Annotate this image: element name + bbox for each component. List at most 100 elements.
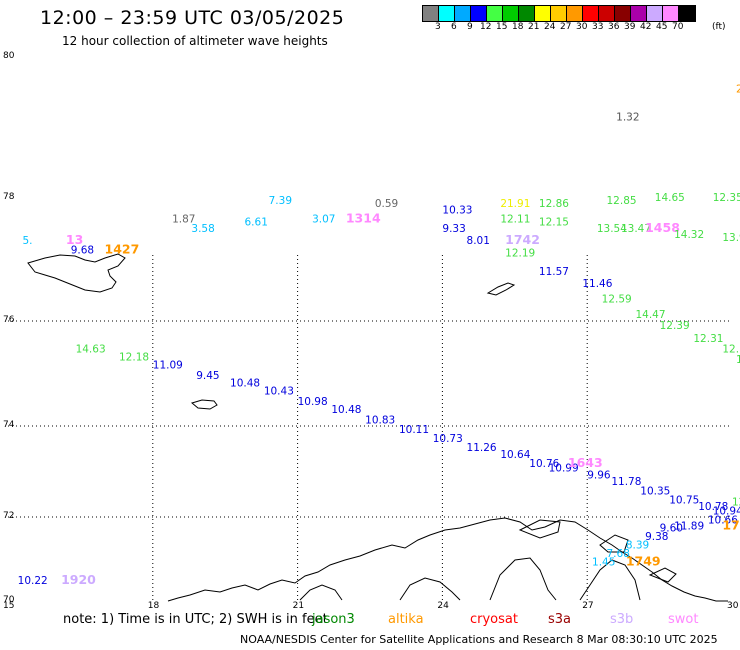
wave-height-reading: 12.18 [119, 351, 149, 363]
wave-height-reading: 6.61 [245, 217, 268, 229]
latitude-label: 80 [3, 51, 15, 61]
norway-fjord-4 [579, 559, 641, 601]
wave-height-reading: 14.47 [635, 309, 665, 321]
wave-height-reading: 13.54 [597, 223, 627, 235]
wave-height-reading: 7.39 [269, 195, 292, 207]
wave-height-reading: 10.66 [708, 514, 738, 526]
wave-height-reading: 8.01 [467, 235, 490, 247]
wave-height-reading: 11.78 [611, 476, 641, 488]
wave-height-reading: 1.87 [172, 214, 195, 226]
wave-height-reading: 10.76 [529, 458, 559, 470]
wave-height-reading: 12.86 [539, 198, 569, 210]
wave-height-reading: 3.58 [191, 223, 214, 235]
wave-height-reading: 10.48 [230, 378, 260, 390]
norway-fjord-2 [399, 577, 461, 601]
norway-coast [167, 517, 728, 602]
wave-height-reading: 10.48 [331, 404, 361, 416]
color-swatch [519, 6, 535, 21]
coastline [27, 253, 728, 602]
wave-height-reading: 1427 [105, 241, 140, 256]
wave-readings: 1.32 28. 7.39 0.59 10.33 21.91 12.86 12.85 14.65… [18, 83, 740, 587]
satellite-legend-s3b: s3b [610, 612, 634, 627]
color-swatch [631, 6, 647, 21]
color-legend-label: 9 [467, 22, 473, 32]
color-legend-label: 39 [624, 22, 636, 32]
wave-height-reading: 1920 [61, 572, 96, 587]
wave-height-reading: 0.59 [375, 198, 398, 210]
longitude-label: 24 [437, 601, 449, 611]
wave-height-reading: 7.68 [607, 548, 630, 560]
wave-height-reading: 9.38 [645, 531, 668, 543]
bear-island [190, 399, 218, 410]
wave-height-reading: 11.09 [153, 359, 183, 371]
color-legend-label: 27 [560, 22, 572, 32]
color-swatch [439, 6, 455, 21]
wave-height-reading: 10.75 [669, 494, 699, 506]
wave-height-reading: 12.59 [602, 294, 632, 306]
grid-lines [8, 255, 732, 601]
wave-height-reading: 1314 [346, 211, 381, 226]
wave-height-reading: 1 [736, 354, 740, 366]
color-swatch [487, 6, 503, 21]
wave-height-reading: 10.43 [264, 386, 294, 398]
longitude-label: 21 [292, 601, 305, 611]
wave-height-reading: 9.68 [71, 244, 94, 256]
wave-height-reading: 8.39 [626, 540, 649, 552]
wave-height-reading: 12.18 [722, 344, 740, 356]
wave-height-reading: 28. [736, 83, 740, 95]
satellite-legend-s3a: s3a [548, 612, 572, 627]
wave-height-reading: 10.99 [549, 463, 579, 475]
wave-height-reading: 1458 [645, 220, 680, 235]
wave-height-reading: 12.85 [607, 195, 637, 207]
color-swatch [423, 6, 439, 21]
latitude-label: 72 [3, 511, 15, 521]
wave-height-reading: 12.11 [500, 214, 530, 226]
wave-height-reading: 10.94 [713, 506, 740, 518]
color-swatch [663, 6, 679, 21]
color-legend-label: 3 [435, 22, 441, 32]
longitude-label: 18 [147, 601, 160, 611]
wave-height-reading: 12 [732, 497, 740, 509]
color-legend-label: 70 [672, 22, 684, 32]
color-swatch [599, 6, 615, 21]
wave-height-reading: 10.83 [365, 414, 395, 426]
wave-height-reading: 11.89 [674, 521, 704, 533]
color-legend-unit: (ft) [712, 22, 726, 32]
wave-height-reading: 11.46 [582, 278, 612, 290]
kong-karls-island [486, 282, 516, 296]
wave-height-reading: 14.65 [655, 192, 685, 204]
color-legend-label: 36 [608, 22, 620, 32]
wave-height-reading: 13.92 [722, 232, 740, 244]
satellite-legend-swot: swot [668, 612, 699, 627]
norway-island-3 [648, 567, 677, 583]
longitude-label: 30 [727, 601, 739, 611]
wave-height-reading: 11.26 [467, 442, 497, 454]
color-legend-label: 6 [451, 22, 457, 32]
color-legend-label: 12 [480, 22, 492, 32]
wave-height-reading: 9.33 [442, 223, 465, 235]
page-title: 12:00 – 23:59 UTC 03/05/2025 [40, 7, 345, 29]
wave-height-reading: 10.35 [640, 485, 670, 497]
wave-height-reading: 9.60 [660, 523, 683, 535]
wave-height-reading: 12.19 [505, 247, 535, 259]
wave-height-reading: 10.11 [399, 424, 429, 436]
norway-fjord-1 [299, 584, 343, 601]
norway-island-1 [518, 519, 561, 539]
wave-height-reading: 9.96 [587, 469, 611, 481]
credit-line: NOAA/NESDIS Center for Satellite Applica… [240, 633, 718, 646]
wave-height-reading: 13.47 [621, 223, 651, 235]
wave-height-reading: 9.45 [196, 370, 219, 382]
color-swatch [551, 6, 567, 21]
wave-height-reading: 12.35 [713, 192, 740, 204]
color-swatch [583, 6, 599, 21]
color-legend-label: 24 [544, 22, 556, 32]
wave-height-reading: 11.57 [539, 266, 569, 278]
color-swatch [503, 6, 519, 21]
longitude-label: 15 [3, 601, 15, 611]
color-swatch [615, 6, 631, 21]
wave-height-reading: 12.15 [539, 217, 569, 229]
color-legend-label: 18 [512, 22, 524, 32]
wave-height-reading: 10.98 [298, 396, 328, 408]
wave-height-reading: 1.45 [592, 556, 615, 568]
